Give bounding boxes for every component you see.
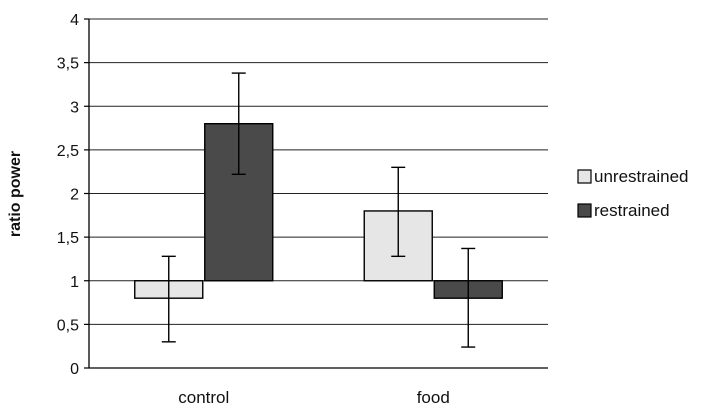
error-bars: [161, 72, 476, 348]
x-tick-labels: control food: [178, 388, 450, 407]
y-tick-label: 3: [70, 99, 79, 116]
y-tick-label: 0: [70, 361, 79, 378]
y-tick-label: 0,5: [57, 317, 79, 334]
y-tick-label: 2,5: [57, 143, 79, 160]
y-tick-label: 3,5: [57, 56, 79, 73]
y-tick-labels: 0 0,5 1 1,5 2 2,5 3 3,5 4: [57, 12, 79, 378]
legend-swatch-unrestrained: [577, 169, 592, 184]
legend-swatch-restrained: [577, 203, 592, 218]
gridlines: [84, 18, 548, 369]
legend: unrestrained restrained: [577, 167, 689, 220]
y-tick-label: 1: [70, 274, 79, 291]
legend-label-unrestrained: unrestrained: [594, 167, 689, 186]
legend-label-restrained: restrained: [594, 201, 670, 220]
y-tick-label: 4: [70, 12, 79, 29]
y-tick-label: 1,5: [57, 230, 79, 247]
x-tick-label-control: control: [178, 388, 229, 407]
y-tick-label: 2: [70, 187, 79, 204]
y-axis-label: ratio power: [7, 151, 24, 237]
x-tick-label-food: food: [417, 388, 450, 407]
